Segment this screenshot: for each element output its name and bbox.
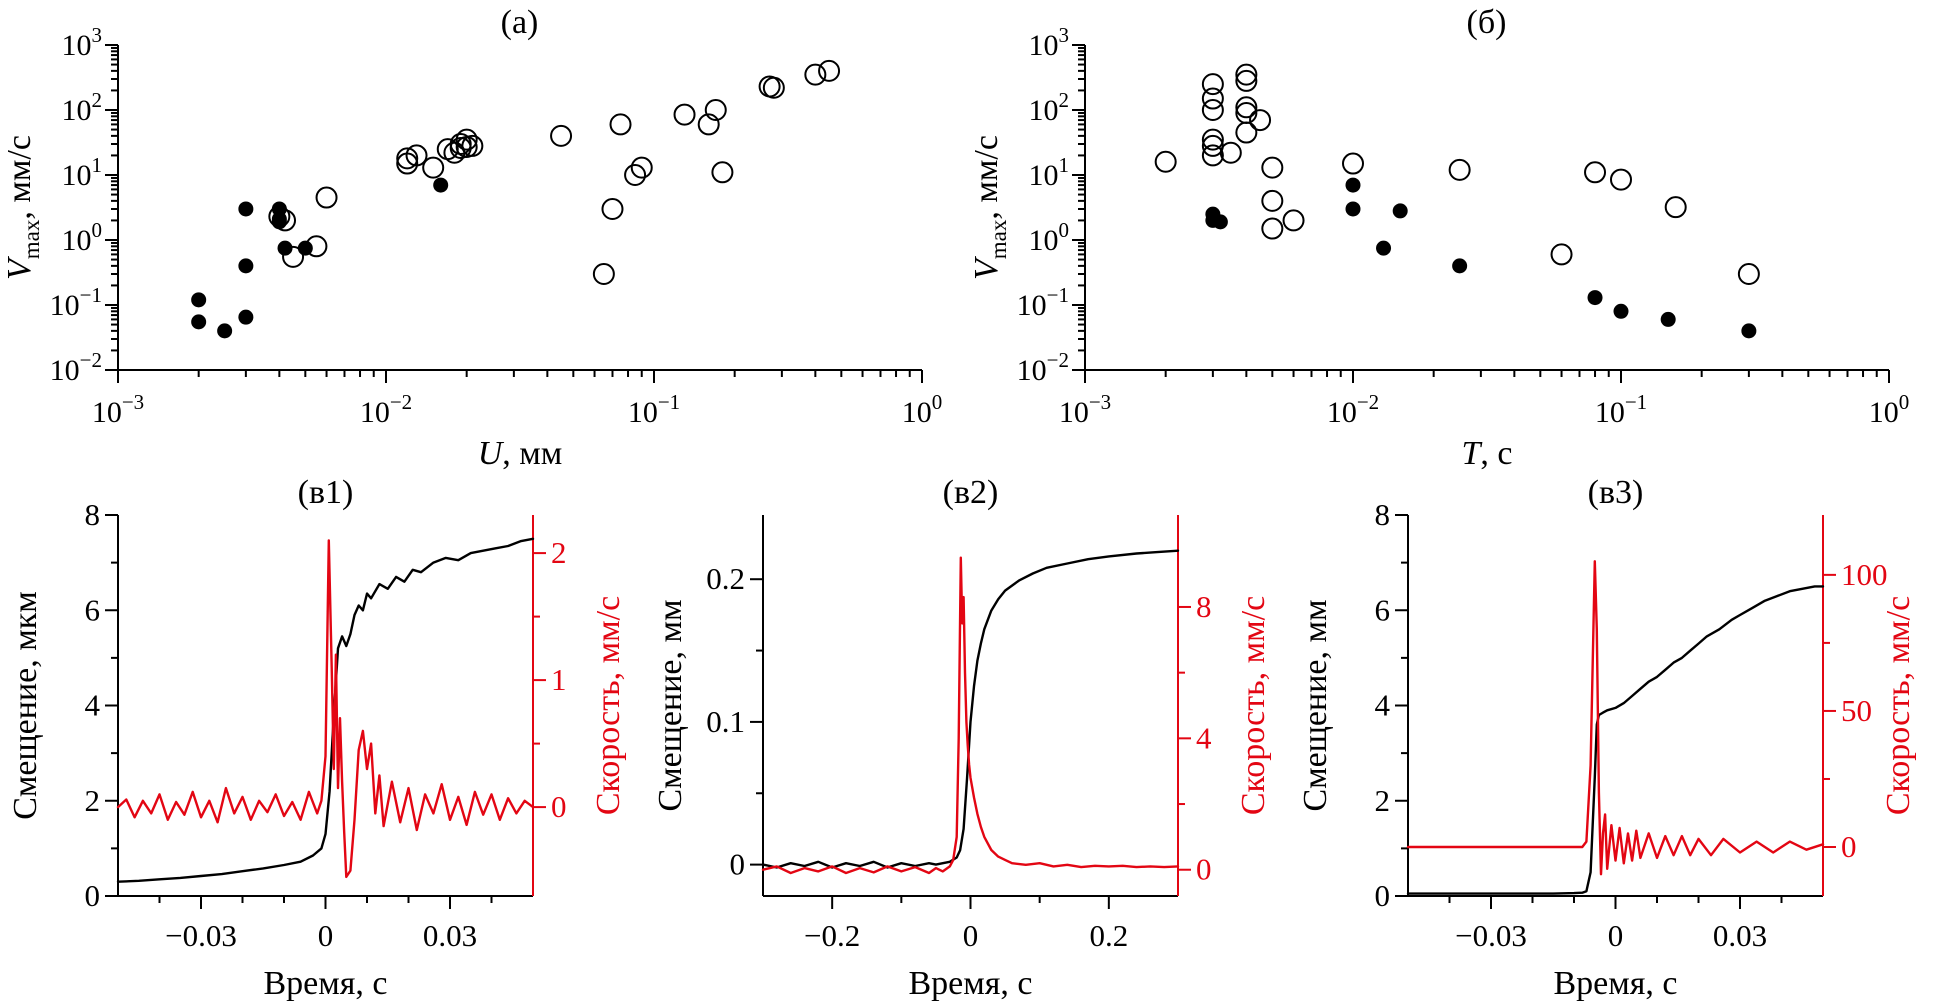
- svg-text:Скорость, мм/с: Скорость, мм/с: [1235, 596, 1272, 815]
- svg-text:0: 0: [963, 918, 979, 953]
- svg-text:10−2: 10−2: [1017, 348, 1069, 387]
- svg-text:Время, с: Время, с: [263, 965, 387, 1002]
- panel-v3: (в3) −0.03 0 0.03 0 2 4 6 8 0 50 100 Время, с Смещен…: [1290, 470, 1935, 1004]
- svg-text:Vmax, мм/с: Vmax, мм/с: [968, 135, 1011, 280]
- svg-text:100: 100: [1869, 390, 1910, 429]
- timeseries-chart-v2: −0.2 0 0.2 0 0.1 0.2 0 4 8 Время, с Смещение, мм Ск…: [652, 515, 1272, 1002]
- svg-text:Время, с: Время, с: [908, 965, 1032, 1002]
- svg-text:0: 0: [1196, 852, 1212, 887]
- svg-text:0: 0: [730, 847, 746, 882]
- svg-text:0.03: 0.03: [1713, 918, 1767, 953]
- svg-text:2: 2: [551, 535, 567, 570]
- svg-text:2: 2: [1375, 783, 1391, 818]
- timeseries-chart-v1: −0.03 0 0.03 0 2 4 6 8 0 1 2 Время, с Смещение, мкм С…: [7, 497, 627, 1002]
- svg-text:4: 4: [85, 688, 101, 723]
- svg-text:102: 102: [1029, 88, 1070, 127]
- svg-text:−0.03: −0.03: [165, 918, 237, 953]
- svg-text:Скорость, мм/с: Скорость, мм/с: [590, 596, 627, 815]
- svg-text:100: 100: [1841, 557, 1888, 592]
- svg-text:0: 0: [551, 789, 567, 824]
- svg-text:0.2: 0.2: [706, 561, 745, 596]
- bottom-row: (в1) −0.03 0 0.03 0 2 4 6 8 0 1 2 Время, с Смещение,…: [0, 470, 1935, 1004]
- svg-text:8: 8: [1196, 589, 1212, 624]
- panel-v2: (в2) −0.2 0 0.2 0 0.1 0.2 0 4 8 Время, с Смещение,…: [645, 470, 1290, 1004]
- svg-text:10−2: 10−2: [360, 390, 412, 429]
- svg-text:Время, с: Время, с: [1553, 965, 1677, 1002]
- svg-text:102: 102: [62, 88, 103, 127]
- svg-text:0: 0: [1375, 878, 1391, 913]
- svg-text:10−3: 10−3: [1059, 390, 1111, 429]
- svg-text:0.03: 0.03: [423, 918, 477, 953]
- svg-text:0.2: 0.2: [1089, 918, 1128, 953]
- svg-text:Vmax, мм/с: Vmax, мм/с: [1, 135, 44, 280]
- svg-text:10−1: 10−1: [1595, 390, 1647, 429]
- svg-text:1: 1: [551, 662, 567, 697]
- svg-text:0: 0: [1608, 918, 1624, 953]
- svg-text:8: 8: [85, 497, 101, 532]
- svg-text:6: 6: [85, 592, 101, 627]
- svg-text:100: 100: [1029, 218, 1070, 257]
- svg-text:Смещение, мм: Смещение, мм: [1297, 599, 1334, 811]
- svg-text:−0.2: −0.2: [804, 918, 860, 953]
- svg-text:50: 50: [1841, 693, 1872, 728]
- svg-text:6: 6: [1375, 592, 1391, 627]
- svg-text:10−2: 10−2: [50, 348, 102, 387]
- svg-text:10−2: 10−2: [1327, 390, 1379, 429]
- svg-text:Смещение, мм: Смещение, мм: [652, 599, 689, 811]
- timeseries-chart-v3: −0.03 0 0.03 0 2 4 6 8 0 50 100 Время, с Смещение, м…: [1297, 497, 1917, 1002]
- svg-text:100: 100: [902, 390, 943, 429]
- panel-a: (а) 10−3 10−2 10−1 100 10−2 10−1 100 101 102 103 U…: [0, 0, 967, 470]
- svg-text:0.1: 0.1: [706, 704, 745, 739]
- svg-text:−0.03: −0.03: [1455, 918, 1527, 953]
- svg-text:Смещение, мкм: Смещение, мкм: [7, 591, 44, 820]
- svg-text:100: 100: [62, 218, 103, 257]
- svg-text:U, мм: U, мм: [478, 435, 563, 470]
- svg-text:0: 0: [1841, 829, 1857, 864]
- svg-text:101: 101: [1029, 153, 1070, 192]
- svg-text:0: 0: [318, 918, 334, 953]
- svg-text:4: 4: [1196, 720, 1212, 755]
- top-row: (а) 10−3 10−2 10−1 100 10−2 10−1 100 101 102 103 U…: [0, 0, 1935, 470]
- svg-text:10−1: 10−1: [1017, 283, 1069, 322]
- svg-text:103: 103: [1029, 23, 1070, 62]
- svg-text:2: 2: [85, 783, 101, 818]
- panel-v1: (в1) −0.03 0 0.03 0 2 4 6 8 0 1 2 Время, с Смещение,…: [0, 470, 645, 1004]
- svg-text:8: 8: [1375, 497, 1391, 532]
- svg-text:101: 101: [62, 153, 103, 192]
- svg-text:10−3: 10−3: [92, 390, 144, 429]
- svg-text:103: 103: [62, 23, 103, 62]
- svg-text:4: 4: [1375, 688, 1391, 723]
- svg-text:10−1: 10−1: [50, 283, 102, 322]
- svg-text:0: 0: [85, 878, 101, 913]
- svg-text:Скорость, мм/с: Скорость, мм/с: [1880, 596, 1917, 815]
- svg-text:T, с: T, с: [1461, 435, 1512, 470]
- svg-text:10−1: 10−1: [628, 390, 680, 429]
- panel-b: (б) 10−3 10−2 10−1 100 10−2 10−1 100 101 102 103 T…: [967, 0, 1934, 470]
